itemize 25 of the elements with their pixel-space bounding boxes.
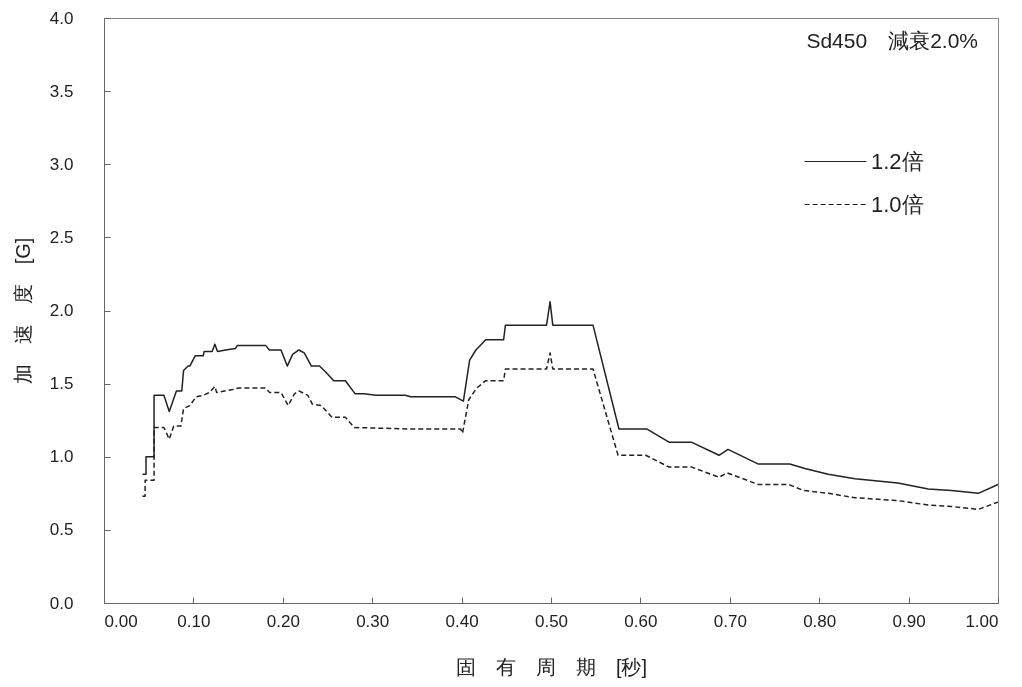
y-tick-label: 0.0 [49, 593, 74, 613]
x-tick-label: 0.70 [713, 611, 747, 631]
x-tick-label: 0.40 [445, 611, 479, 631]
y-axis-title: 加 速 度 [G] [11, 237, 34, 385]
y-tick-label: 4.0 [49, 8, 74, 28]
x-tick-label: 0.20 [266, 611, 300, 631]
x-tick-label: 0.60 [624, 611, 658, 631]
x-tick-label: 0.10 [177, 611, 211, 631]
x-axis-title: 固 有 周 期 [秒] [455, 655, 648, 678]
y-tick-label: 3.5 [49, 81, 74, 101]
legend-label: 1.2倍 [871, 148, 924, 174]
x-tick-label: 0.50 [534, 611, 569, 631]
annotation: Sd450 減衰2.0% [806, 29, 978, 52]
x-tick-label: 0.30 [356, 611, 390, 631]
y-tick-label: 2.0 [49, 301, 74, 320]
y-tick-label: 3.0 [49, 154, 74, 174]
y-tick-label: 2.5 [49, 227, 74, 247]
x-tick-label: 0.00 [104, 611, 138, 631]
y-tick-label: 1.5 [49, 374, 74, 394]
x-tick-label: 0.80 [803, 611, 837, 631]
legend-label: 1.0倍 [871, 191, 924, 217]
y-tick-label: 0.5 [49, 520, 74, 540]
x-tick-label: 0.90 [892, 611, 926, 631]
x-tick-label: 1.00 [965, 611, 999, 631]
y-tick-label: 1.0 [49, 447, 74, 467]
